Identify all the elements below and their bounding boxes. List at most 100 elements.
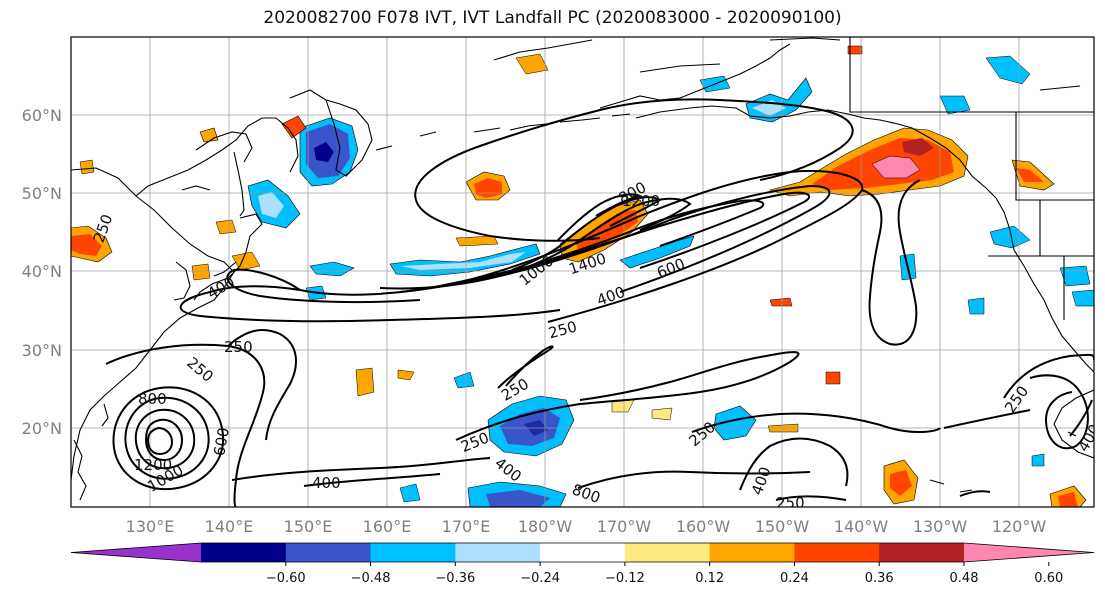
contour-line — [144, 418, 184, 462]
colorbar-tick-label: −0.60 — [266, 571, 306, 586]
contour-label: 1200 — [134, 456, 172, 474]
lon-label: 160°E — [363, 517, 412, 536]
colorbar: −0.60 −0.48 −0.36 −0.24 −0.12 0.12 0.24 0.36 0.4… — [70, 542, 1095, 586]
coastline — [73, 439, 87, 501]
contour-line — [1003, 353, 1094, 399]
fill-patch — [1058, 492, 1078, 507]
contour-line — [105, 343, 266, 507]
fill-patch — [355, 367, 375, 397]
lon-label: 150°W — [755, 517, 810, 536]
coastline — [419, 131, 437, 137]
border-line — [849, 37, 1094, 113]
fill-patch — [79, 159, 95, 175]
longitude-labels: 130°E 140°E 150°E 160°E 170°E 180°W 170°… — [126, 517, 1047, 536]
coastline — [559, 117, 601, 123]
contour-label: 250 — [224, 338, 253, 356]
lon-label: 160°W — [676, 517, 731, 536]
colorbar-tick-label: 0.48 — [950, 571, 979, 586]
coastline — [289, 89, 327, 101]
coastline — [493, 39, 593, 61]
colorbar-swatch — [879, 543, 965, 562]
contour-line — [1069, 399, 1093, 437]
fill-patch — [847, 45, 863, 55]
coastline — [173, 261, 191, 301]
contour-label: 800 — [138, 390, 167, 408]
contour-line — [303, 473, 441, 487]
colorbar-swatch — [540, 543, 626, 562]
contour-line — [379, 184, 831, 293]
contour-line — [226, 268, 421, 304]
coastline — [375, 145, 393, 151]
contour-label: 600 — [210, 426, 233, 457]
lat-label: 50°N — [22, 184, 62, 203]
fill-patch — [309, 261, 355, 277]
contour-line — [455, 351, 800, 441]
coastline — [473, 127, 501, 133]
contour-line — [775, 495, 847, 501]
fill-patch — [989, 225, 1031, 249]
colorbar-tick-label: 0.12 — [695, 571, 724, 586]
colorbar-swatch — [709, 543, 795, 562]
colorbar-tick-label: 0.60 — [1034, 571, 1063, 586]
contour-line — [691, 412, 941, 434]
fill-patch — [453, 371, 475, 389]
coastline — [509, 123, 547, 131]
coastline — [213, 261, 237, 277]
fill-patch — [455, 235, 499, 247]
contour-line — [959, 490, 991, 497]
coastline — [181, 185, 211, 191]
colorbar-tick-label: −0.48 — [351, 571, 391, 586]
contour-line — [557, 193, 644, 241]
fill-patch — [515, 53, 549, 75]
colorbar-swatch — [624, 543, 711, 562]
fill-patch — [651, 407, 673, 421]
lat-label: 40°N — [22, 262, 62, 281]
lon-label: 140°W — [834, 517, 889, 536]
fill-patch — [576, 210, 638, 254]
colorbar-tick-label: 0.24 — [780, 571, 809, 586]
fill-patch — [314, 142, 334, 162]
map-frame — [70, 36, 1095, 508]
lon-label: 130°E — [126, 517, 175, 536]
border-line — [1015, 112, 1094, 201]
coastline — [71, 167, 235, 481]
fill-patch — [825, 371, 841, 385]
fill-patch — [215, 219, 237, 235]
fill-patch — [191, 263, 211, 281]
lon-label: 170°W — [597, 517, 652, 536]
coastline — [325, 99, 373, 177]
fill-patch — [486, 490, 550, 507]
contour-line — [497, 345, 554, 389]
colorbar-swatch — [455, 543, 541, 562]
ivt-contours — [105, 98, 1094, 507]
contour-line — [511, 196, 662, 271]
contour-line — [414, 98, 854, 201]
contour-line — [739, 437, 849, 491]
fill-patch — [399, 483, 421, 503]
fill-patch — [71, 234, 102, 256]
contour-label: 400 — [312, 474, 341, 492]
contour-line — [399, 191, 811, 293]
contour-line — [943, 409, 1031, 429]
coastline — [929, 479, 945, 485]
colorbar-swatch — [370, 543, 456, 562]
fill-patch — [397, 369, 415, 381]
lon-label: 140°E — [205, 517, 254, 536]
fill-patch — [902, 138, 934, 156]
coastline — [911, 127, 1015, 251]
fill-patch — [1031, 453, 1045, 467]
lat-label: 30°N — [22, 341, 62, 360]
colorbar-swatch — [794, 543, 880, 562]
lon-label: 180°W — [518, 517, 573, 536]
lat-label: 60°N — [22, 106, 62, 125]
contour-label: 250 — [776, 494, 805, 512]
contour-line — [1029, 374, 1089, 450]
fill-patch — [619, 235, 695, 269]
coastline — [639, 63, 721, 73]
fill-patch — [1016, 168, 1044, 182]
map-title: 2020082700 F078 IVT, IVT Landfall PC (20… — [263, 8, 842, 28]
fill-patch — [1071, 289, 1094, 307]
coastline — [195, 131, 253, 163]
coastline — [635, 105, 913, 129]
